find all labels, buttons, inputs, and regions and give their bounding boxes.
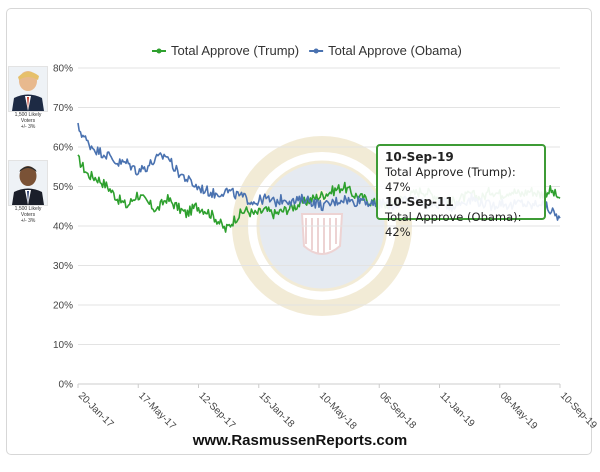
y-tick-label: 80% <box>53 64 73 75</box>
y-tick-label: 10% <box>53 340 73 351</box>
obama-photo <box>8 160 48 206</box>
y-tick-label: 30% <box>53 261 73 272</box>
tooltip-value-trump: Total Approve (Trump): 47% <box>385 165 516 194</box>
y-tick-label: 70% <box>53 103 73 114</box>
y-axis-ticks: 0% 10% 20% 30% 40% 50% 60% 70% 80% <box>53 64 73 391</box>
x-axis-ticks: 20-Jan-17 17-May-17 12-Sep-17 15-Jan-18 10-M… <box>76 384 599 432</box>
legend: Total Approve (Trump) Total Approve (Obam… <box>152 43 462 58</box>
hover-tooltip: 10-Sep-19 Total Approve (Trump): 47% 10-… <box>376 144 546 239</box>
trump-caption-3: +/- 3% <box>20 124 36 130</box>
trump-caption-2: Voters <box>20 118 36 124</box>
obama-portrait: 1,500 Likely Voters +/- 3% <box>8 160 48 224</box>
y-tick-label: 60% <box>53 143 73 154</box>
x-tick-label: 20-Jan-17 <box>76 390 116 430</box>
tooltip-date-obama: 10-Sep-11 <box>385 195 454 209</box>
tooltip-date-trump: 10-Sep-19 <box>385 150 454 164</box>
legend-label: Total Approve (Trump) <box>171 43 299 58</box>
y-tick-label: 0% <box>59 380 74 391</box>
legend-marker <box>156 48 162 54</box>
trump-portrait: 1,500 Likely Voters +/- 3% <box>8 66 48 130</box>
x-tick-label: 15-Jan-18 <box>257 390 297 430</box>
x-tick-label: 06-Sep-18 <box>377 390 418 431</box>
y-tick-label: 40% <box>53 222 73 233</box>
x-tick-label: 10-Sep-19 <box>558 390 599 431</box>
y-tick-label: 50% <box>53 182 73 193</box>
source-footer: www.RasmussenReports.com <box>192 432 408 449</box>
x-tick-label: 08-May-19 <box>498 390 540 432</box>
legend-label: Total Approve (Obama) <box>328 43 462 58</box>
trump-photo <box>8 66 48 112</box>
chart-frame <box>6 8 592 455</box>
legend-marker <box>313 48 319 54</box>
obama-caption-2: Voters <box>20 212 36 218</box>
obama-caption-3: +/- 3% <box>20 218 36 224</box>
tooltip-value-obama: Total Approve (Obama): 42% <box>385 210 522 239</box>
x-tick-label: 10-May-18 <box>317 390 359 432</box>
trump-caption-1: 1,500 Likely <box>14 112 42 118</box>
x-tick-label: 11-Jan-19 <box>437 390 476 429</box>
obama-caption-1: 1,500 Likely <box>14 206 42 212</box>
y-tick-label: 20% <box>53 301 73 312</box>
x-tick-label: 17-May-17 <box>136 390 178 432</box>
x-tick-label: 12-Sep-17 <box>196 390 237 431</box>
